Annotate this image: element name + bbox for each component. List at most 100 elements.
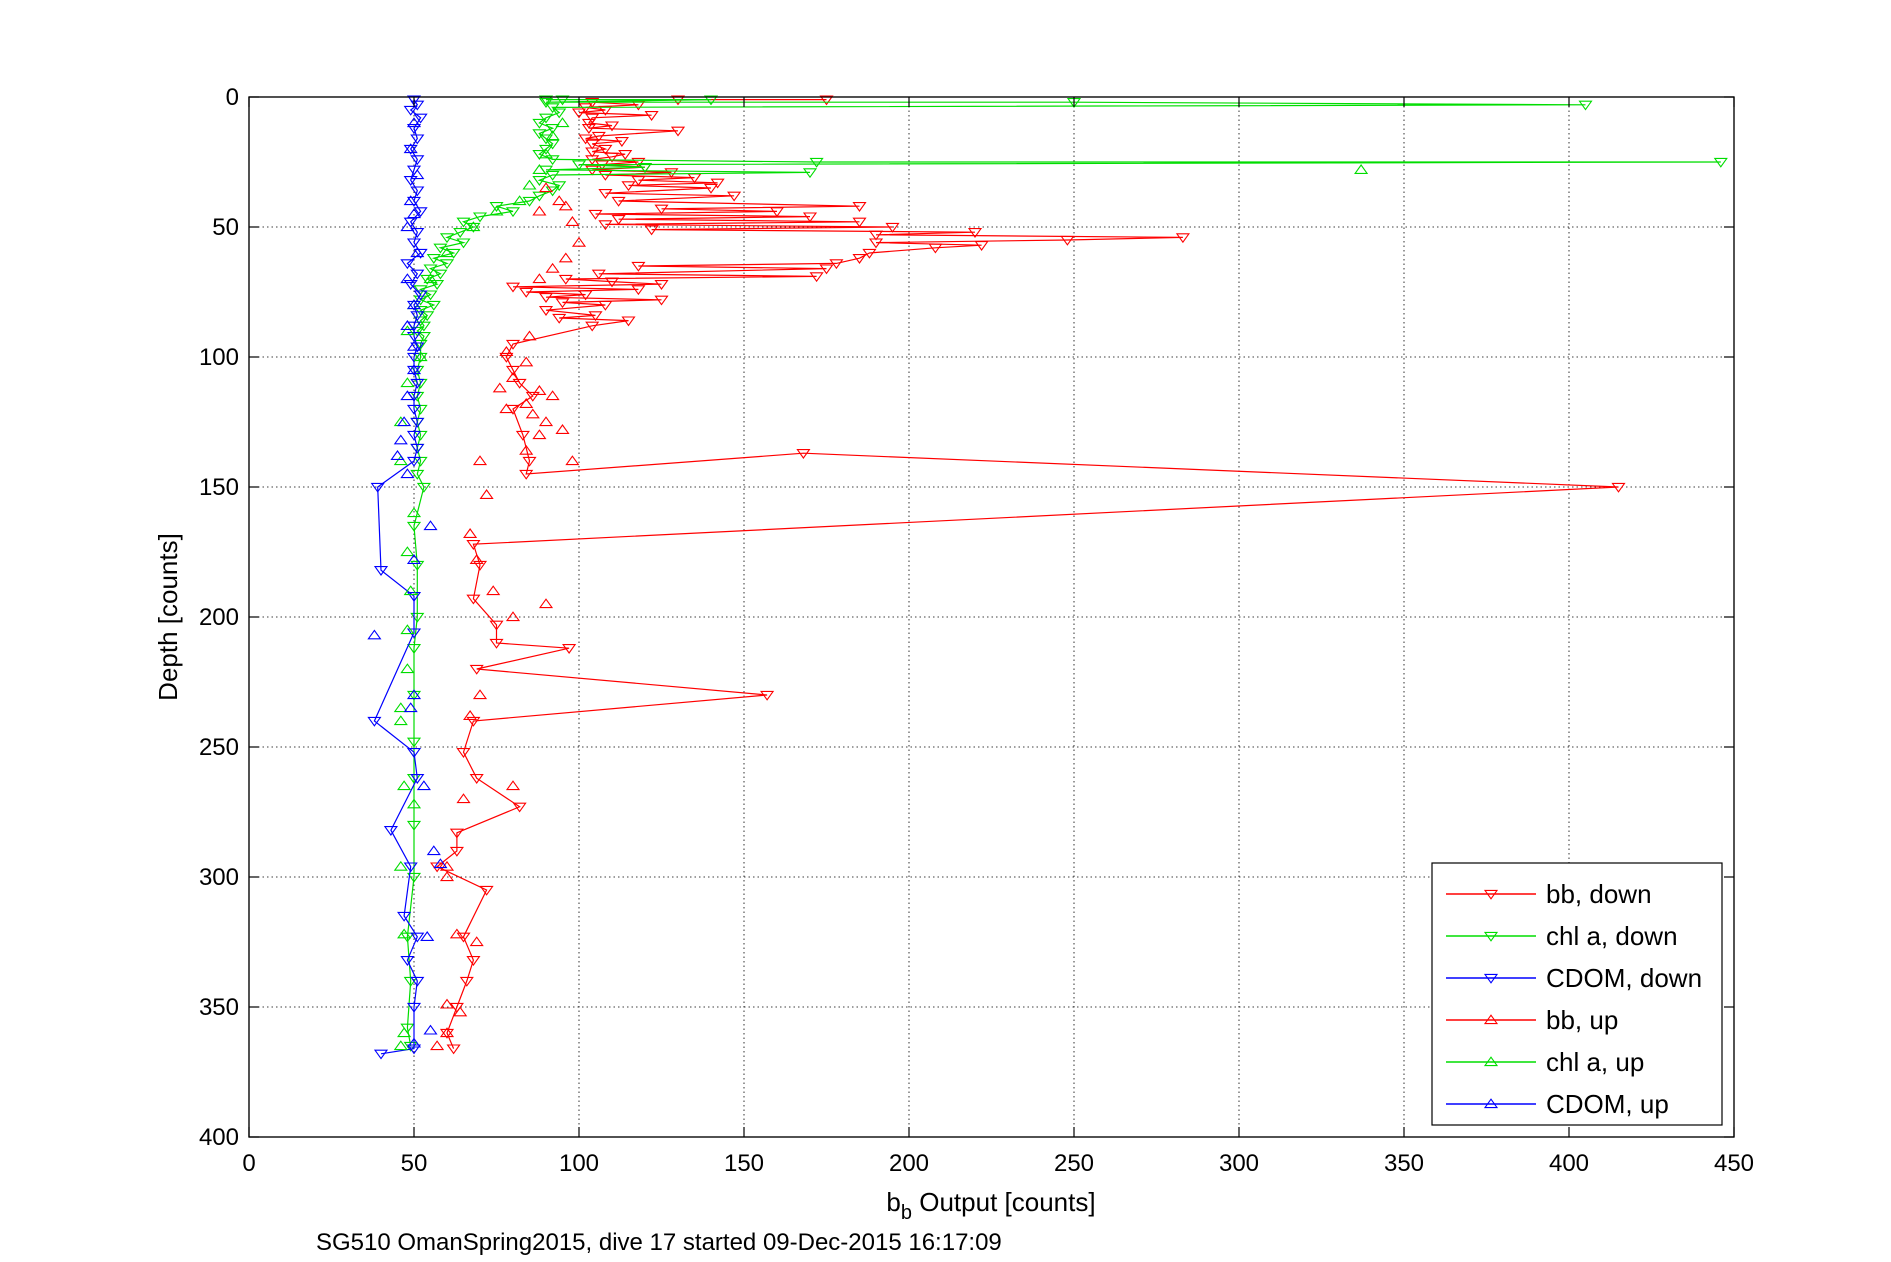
legend-marker	[1483, 889, 1499, 900]
data-point	[552, 108, 567, 119]
data-point	[406, 737, 422, 748]
data-point	[406, 95, 422, 106]
data-point	[598, 144, 613, 155]
data-point	[525, 408, 540, 419]
data-point	[499, 352, 514, 363]
x-tick-label: 300	[1219, 1150, 1259, 1177]
data-point	[1354, 164, 1369, 174]
data-point	[852, 254, 867, 264]
data-point	[373, 566, 389, 576]
data-point	[522, 456, 537, 467]
legend-box	[1431, 862, 1723, 1126]
data-point	[397, 928, 412, 939]
legend-label: CDOM, up	[1546, 1089, 1669, 1119]
data-point	[522, 179, 537, 190]
x-tick-label: 250	[1054, 1150, 1094, 1177]
data-point	[406, 592, 422, 602]
series-layer	[367, 95, 1728, 1060]
data-point	[581, 124, 596, 134]
x-tick-label: 100	[559, 1150, 599, 1177]
legend-marker	[1483, 1014, 1499, 1025]
data-point	[416, 321, 431, 332]
legend-label: bb, up	[1546, 1005, 1618, 1035]
data-point	[591, 269, 606, 280]
data-point	[525, 391, 540, 402]
series-line	[406, 99, 1721, 1047]
data-point	[631, 261, 646, 272]
data-point	[413, 285, 428, 296]
x-axis-ticks: 0 50 100 150 200 250 300 350 400 450	[242, 97, 1754, 1177]
x-tick-label: 400	[1549, 1150, 1589, 1177]
data-point	[403, 105, 418, 116]
data-point	[545, 262, 560, 273]
data-point	[426, 300, 441, 311]
data-point	[558, 200, 573, 211]
data-point	[585, 321, 600, 332]
data-point	[538, 598, 554, 609]
y-tick-label: 350	[199, 994, 239, 1021]
data-point	[604, 277, 620, 288]
data-point	[611, 196, 626, 207]
data-point	[400, 377, 415, 388]
x-tick-label: 0	[242, 1150, 255, 1177]
data-point	[413, 207, 428, 218]
data-point	[423, 273, 438, 284]
data-point	[406, 690, 422, 701]
data-point	[519, 398, 534, 408]
data-point	[555, 95, 570, 106]
y-tick-label: 300	[199, 864, 239, 891]
data-point	[410, 186, 425, 197]
data-point	[489, 638, 504, 649]
data-point	[545, 155, 560, 166]
data-point	[505, 365, 521, 376]
data-point	[413, 316, 428, 327]
data-point	[406, 208, 422, 219]
data-point	[410, 311, 425, 322]
data-point	[552, 181, 567, 192]
data-point	[644, 111, 659, 121]
data-point	[406, 644, 422, 654]
data-point	[769, 207, 785, 218]
data-point	[505, 780, 521, 791]
data-point	[400, 546, 415, 557]
data-point	[456, 793, 471, 804]
data-point	[558, 274, 573, 285]
data-point	[433, 858, 448, 869]
data-point	[410, 560, 425, 571]
data-point	[397, 1027, 412, 1038]
legend-marker	[1483, 931, 1499, 942]
y-tick-label: 50	[212, 214, 239, 241]
data-point	[393, 1040, 408, 1051]
data-point	[393, 455, 408, 466]
data-point	[519, 469, 534, 480]
data-point	[538, 98, 554, 108]
data-point	[400, 956, 415, 966]
data-point	[512, 195, 527, 206]
data-point	[463, 710, 478, 720]
data-point	[420, 311, 435, 322]
data-point	[400, 390, 415, 401]
data-point	[413, 339, 428, 350]
y-tick-label: 100	[199, 344, 239, 371]
data-point	[406, 1037, 422, 1048]
data-point	[489, 202, 504, 212]
data-point	[456, 748, 471, 758]
data-point	[974, 241, 989, 251]
data-point	[532, 176, 547, 186]
y-tick-label: 0	[226, 84, 239, 111]
legend-marker	[1483, 1098, 1499, 1109]
y-axis-ticks: 0 50 100 150 200 250 300 350 400	[199, 84, 1734, 1151]
data-point	[406, 456, 422, 467]
data-point	[621, 316, 636, 327]
data-point	[469, 664, 484, 675]
data-point	[928, 243, 943, 254]
data-point	[466, 716, 481, 727]
data-point	[472, 455, 488, 466]
data-point	[400, 468, 415, 479]
data-point	[555, 117, 570, 128]
data-point	[505, 207, 521, 218]
data-point	[406, 748, 422, 758]
data-point	[545, 130, 560, 141]
data-point	[410, 469, 425, 480]
data-point	[492, 382, 507, 393]
